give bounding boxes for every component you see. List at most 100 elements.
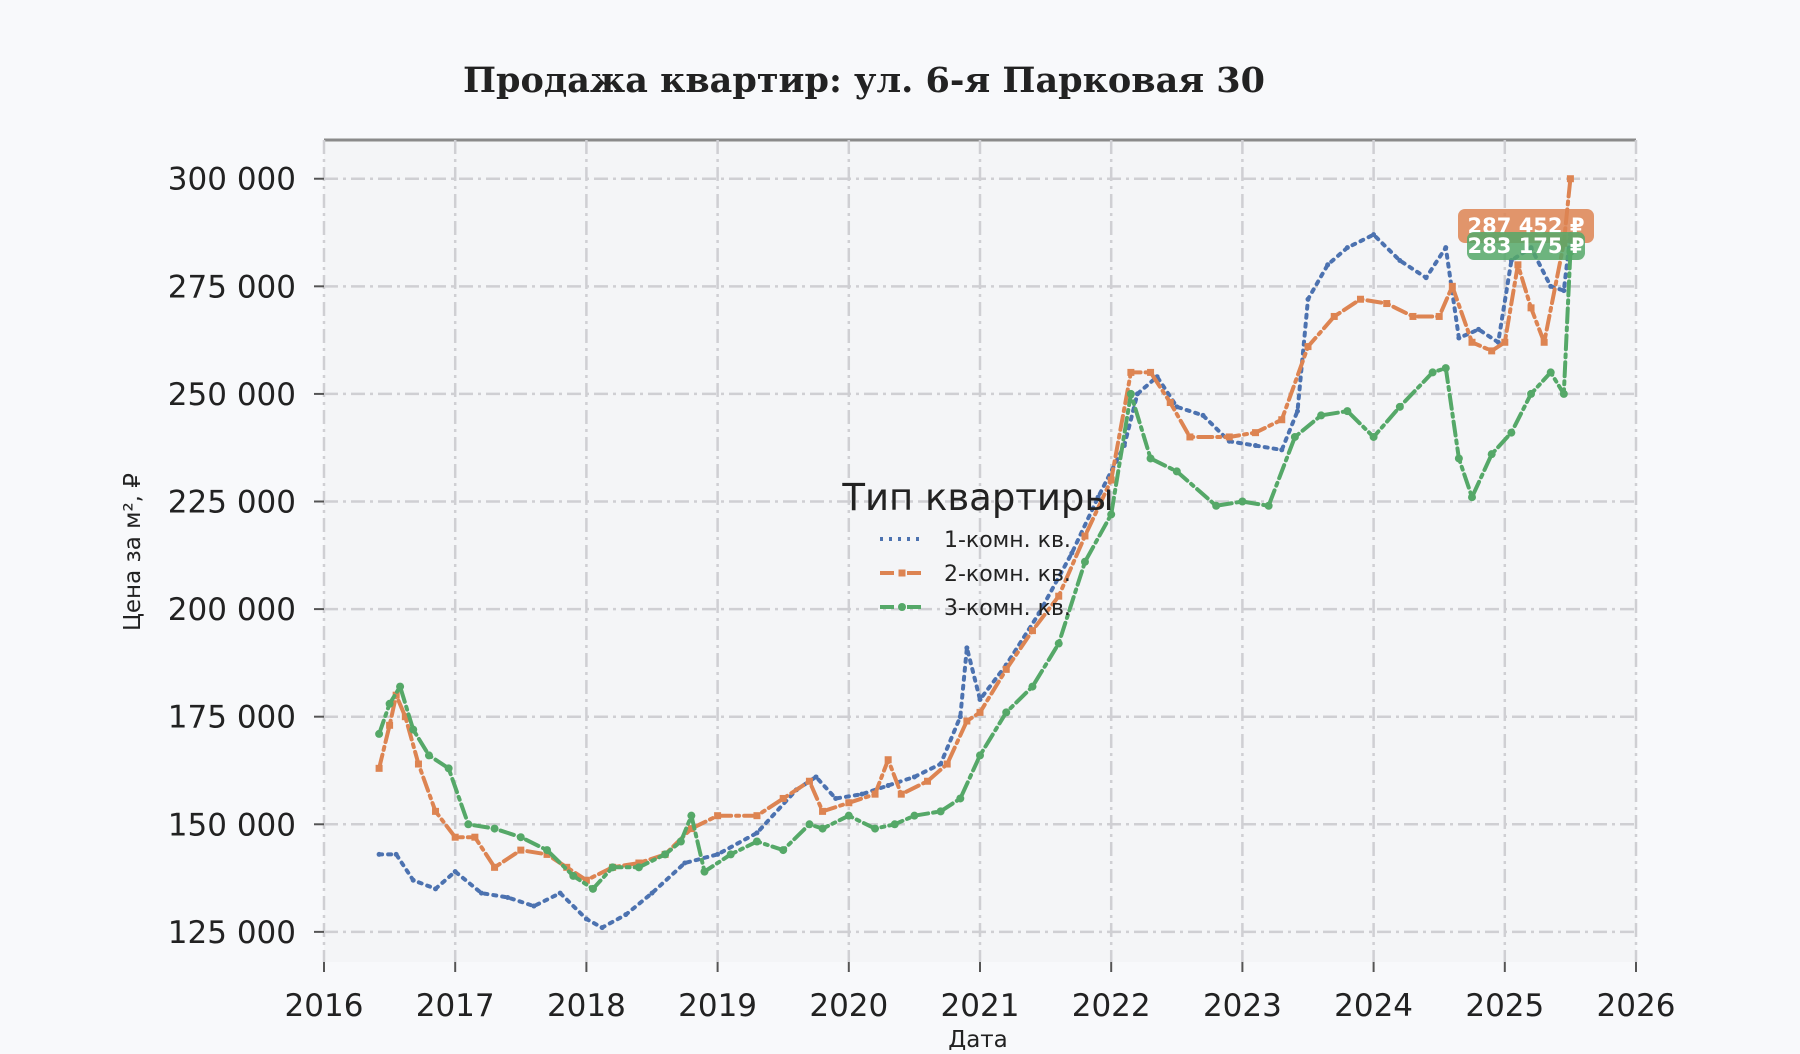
data-point-2-10 (543, 850, 551, 858)
y-tick-label-2: 175 000 (168, 700, 296, 736)
data-point-2-56 (1566, 175, 1574, 183)
data-point-3-20 (779, 846, 788, 855)
data-point-1-10 (599, 925, 605, 931)
series-line-3 (377, 249, 1573, 891)
data-point-2-1 (386, 721, 394, 729)
x-tick-label-0: 2016 (285, 988, 364, 1024)
data-point-1-12 (649, 890, 655, 896)
data-point-3-54 (1559, 389, 1568, 398)
data-point-1-1 (393, 851, 399, 857)
data-point-1-46 (1456, 335, 1462, 341)
data-point-2-40 (1252, 429, 1260, 437)
data-point-2-29 (976, 708, 984, 716)
data-point-1-5 (478, 890, 484, 896)
data-point-1-28 (1069, 550, 1075, 556)
legend-label-3: 3-комн. кв. (944, 596, 1071, 621)
data-point-1-3 (433, 886, 439, 892)
x-tick-label-2: 2018 (547, 988, 626, 1024)
legend-items: 1-комн. кв. 2-комн. кв. 3-комн. кв. (880, 528, 1071, 621)
x-tick-label-5: 2021 (941, 988, 1020, 1024)
end-label-text-2: 283 175 ₽ (1468, 234, 1585, 258)
data-point-1-36 (1253, 443, 1259, 449)
data-point-3-49 (1468, 493, 1476, 502)
data-point-3-21 (805, 820, 814, 829)
data-point-3-53 (1546, 368, 1555, 377)
data-point-2-9 (517, 846, 525, 854)
data-point-2-16 (687, 825, 695, 833)
data-point-2-0 (375, 764, 383, 772)
legend-title: Тип квартиры (841, 476, 1113, 519)
data-point-3-35 (1126, 389, 1135, 398)
data-point-2-54 (1540, 338, 1548, 346)
data-point-2-37 (1166, 399, 1174, 407)
data-point-2-38 (1186, 433, 1194, 441)
data-point-1-31 (1134, 391, 1140, 397)
data-point-1-45 (1443, 245, 1449, 251)
data-point-2-44 (1356, 295, 1364, 303)
data-point-3-22 (818, 824, 827, 833)
x-tick-label-9: 2025 (1465, 988, 1544, 1024)
data-point-3-8 (516, 833, 525, 842)
y-tick-label-3: 200 000 (168, 592, 296, 628)
legend: Тип квартиры 1-комн. кв. 2-комн. кв. 3-ком… (841, 476, 1113, 621)
data-point-3-40 (1264, 501, 1273, 510)
data-point-2-35 (1127, 368, 1135, 376)
x-tick-label-4: 2020 (809, 988, 888, 1024)
legend-item-3: 3-комн. кв. (880, 596, 1071, 621)
data-point-3-39 (1238, 497, 1247, 506)
y-tick-label-4: 225 000 (168, 485, 296, 521)
data-point-2-51 (1501, 338, 1509, 346)
data-point-3-2 (396, 682, 405, 691)
data-point-2-48 (1448, 282, 1456, 290)
x-tick-label-3: 2019 (678, 988, 757, 1024)
series-line-1 (377, 232, 1573, 930)
data-point-3-24 (871, 824, 880, 833)
data-point-3-34 (1107, 510, 1116, 519)
data-point-3-38 (1212, 501, 1221, 510)
data-point-1-6 (505, 894, 511, 900)
data-point-1-15 (754, 830, 760, 836)
data-point-1-25 (977, 696, 983, 702)
x-tick-label-1: 2017 (416, 988, 495, 1024)
data-point-3-36 (1146, 454, 1155, 463)
data-point-2-12 (582, 876, 590, 884)
y-axis: 125 000 150 000 175 000 200 000 225 000 250 0… (168, 162, 324, 951)
legend-label-2: 2-комн. кв. (944, 562, 1071, 587)
data-point-3-10 (569, 871, 578, 880)
data-point-2-3 (401, 713, 409, 721)
data-point-2-32 (1055, 592, 1063, 600)
data-point-3-42 (1317, 411, 1326, 420)
data-point-1-40 (1325, 262, 1331, 268)
data-point-2-5 (432, 807, 440, 815)
data-point-2-30 (1002, 665, 1010, 673)
legend-swatch-marker-3 (898, 603, 906, 611)
data-point-2-28 (963, 717, 971, 725)
data-point-3-4 (424, 751, 433, 760)
data-point-1-0 (376, 851, 382, 857)
data-point-1-23 (957, 714, 963, 720)
data-point-3-7 (490, 824, 499, 833)
data-point-3-48 (1454, 454, 1463, 463)
x-axis: 2016 2017 2018 2019 2020 2021 2022 2023 2024 2025… (285, 962, 1675, 1024)
data-point-1-22 (938, 761, 944, 767)
data-point-2-47 (1435, 312, 1443, 320)
end-label-box-2 (1467, 232, 1585, 260)
data-point-2-6 (451, 833, 459, 841)
data-point-3-19 (752, 837, 761, 846)
data-point-3-52 (1527, 389, 1536, 398)
data-point-2-52 (1514, 261, 1522, 269)
data-point-2-19 (779, 794, 787, 802)
legend-swatch-marker-2 (898, 569, 906, 577)
data-point-2-31 (1028, 627, 1036, 635)
data-point-1-52 (1561, 288, 1567, 294)
data-point-3-26 (910, 811, 919, 820)
data-point-3-51 (1507, 428, 1516, 437)
data-point-2-33 (1081, 532, 1089, 540)
data-point-1-9 (583, 916, 589, 922)
data-point-1-21 (911, 774, 917, 780)
data-point-3-37 (1172, 467, 1181, 476)
data-point-1-29 (1095, 494, 1101, 500)
data-point-2-20 (805, 777, 813, 785)
data-point-2-45 (1383, 300, 1391, 308)
